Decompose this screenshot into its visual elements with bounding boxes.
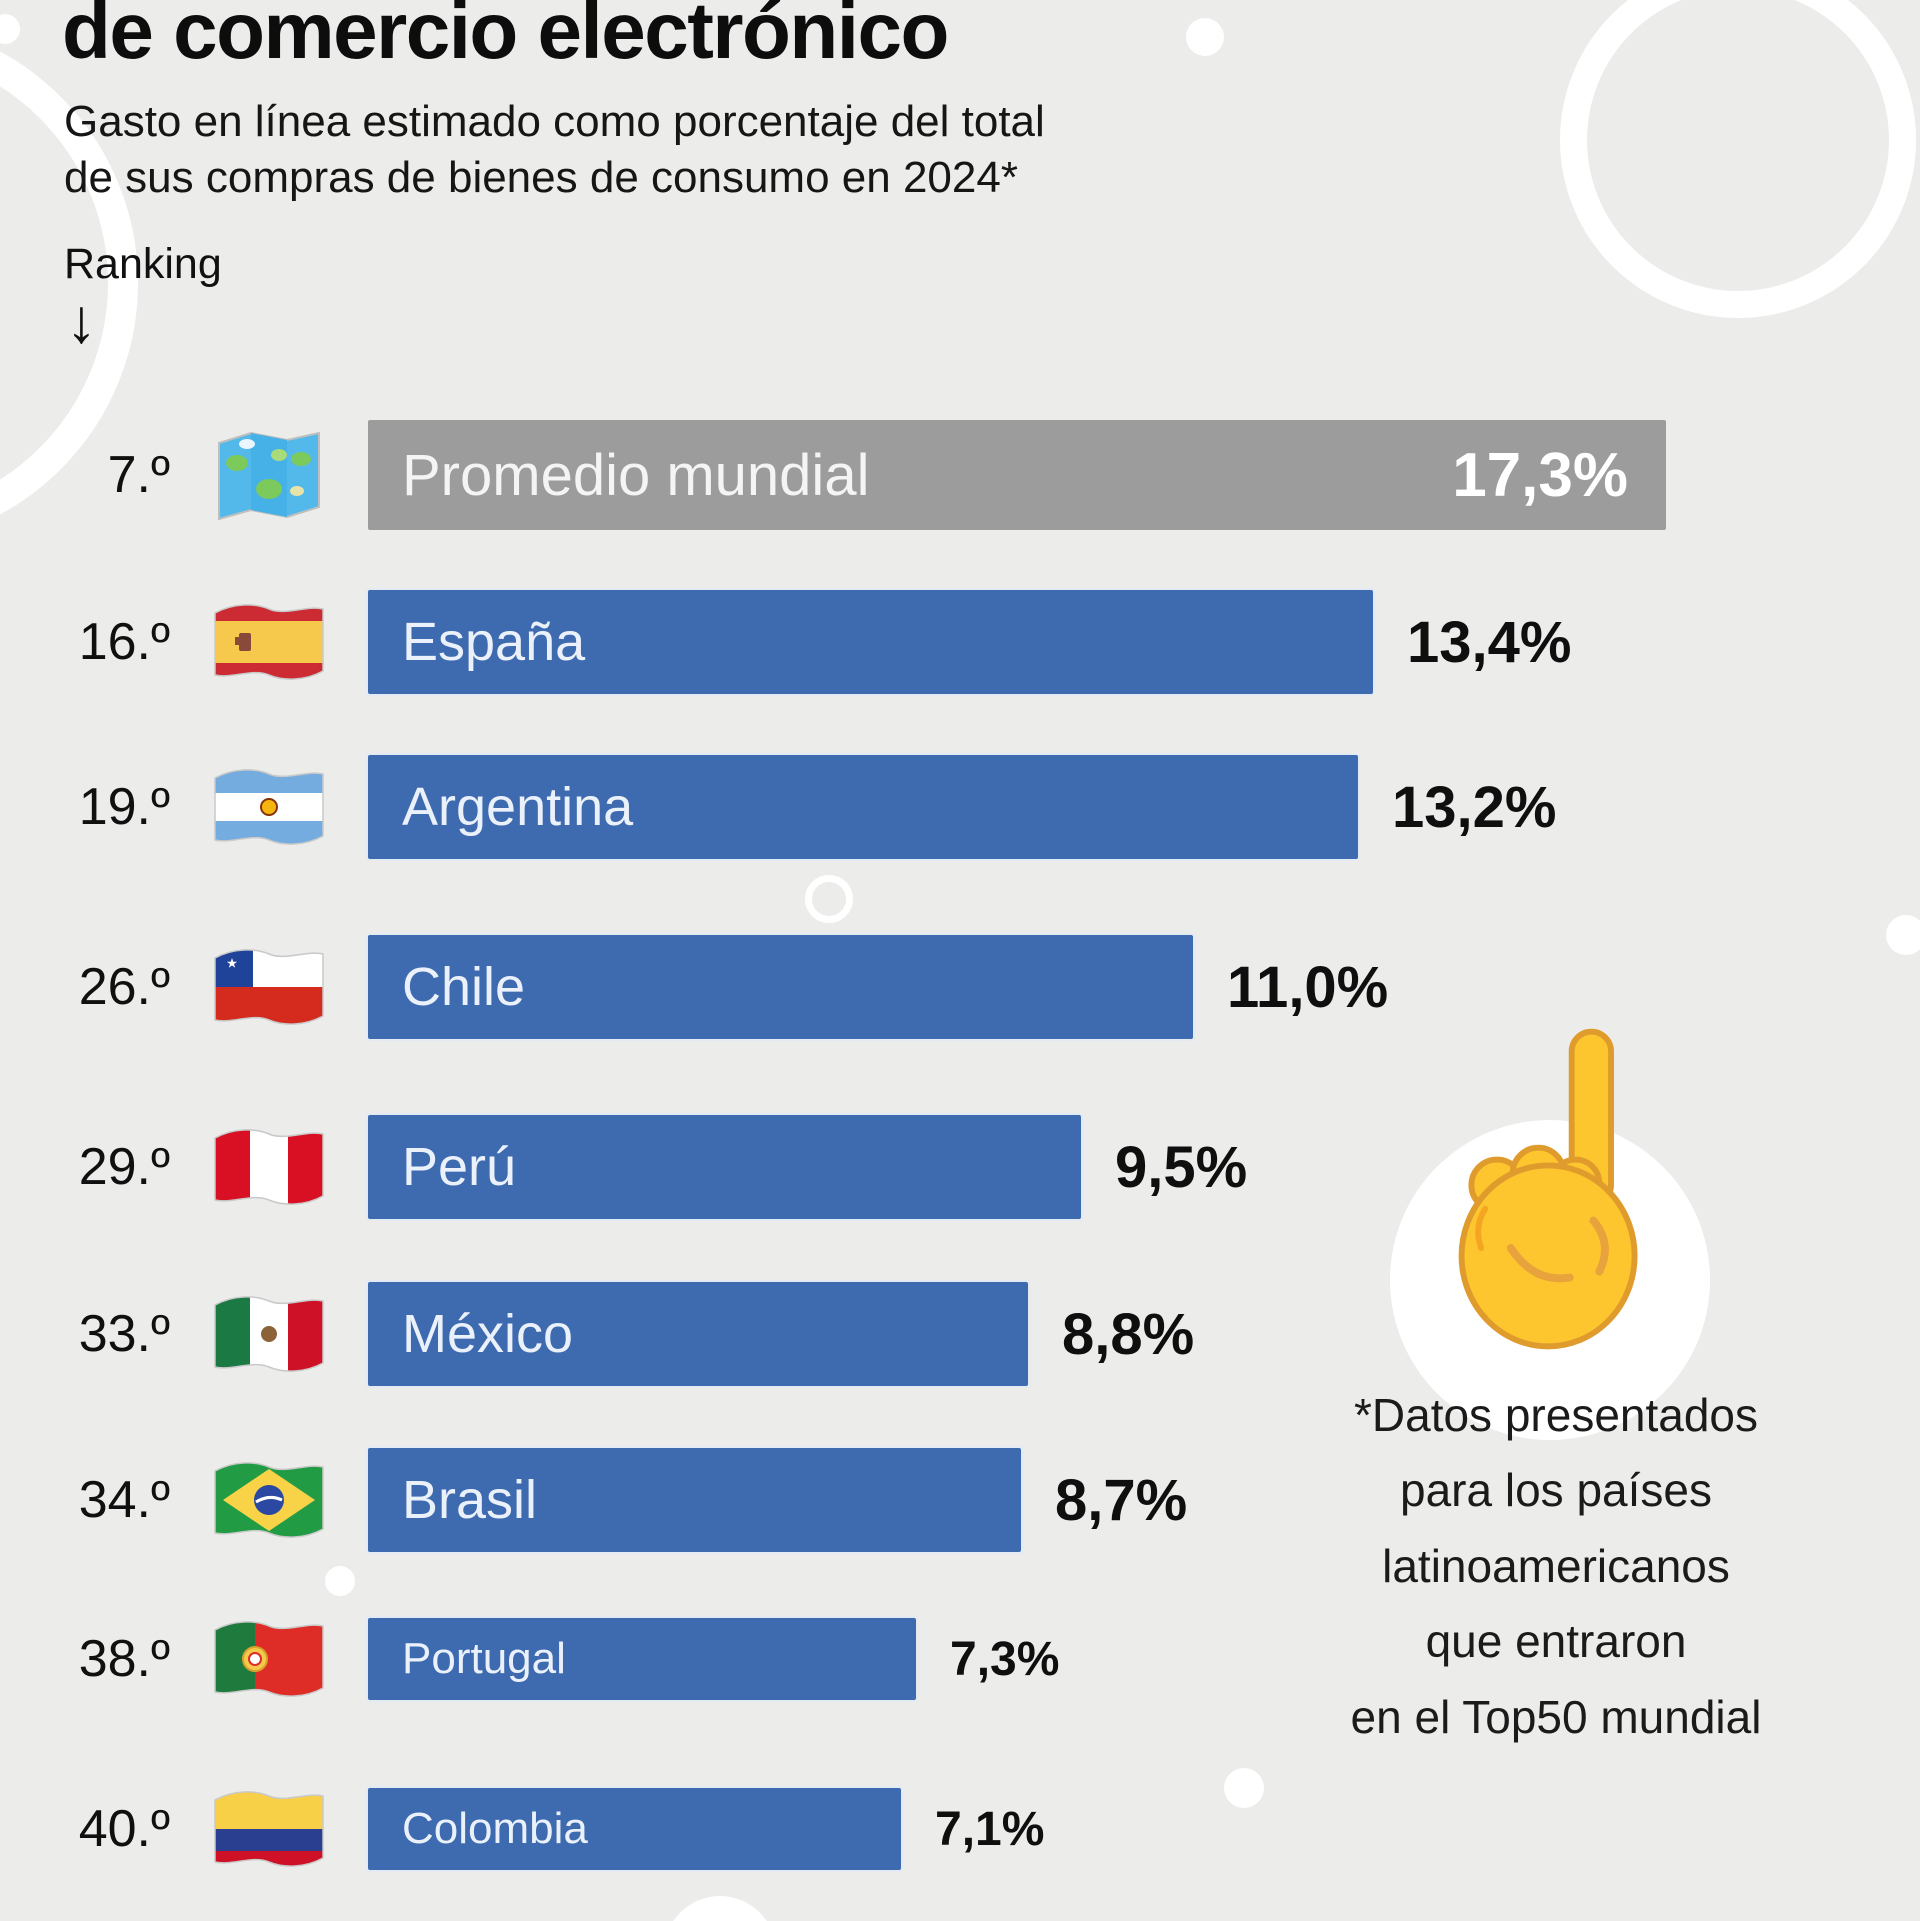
rank-label: 38.º (78, 1630, 170, 1688)
bar-track: España 13,4% (368, 590, 1920, 694)
bar-track: Portugal 7,3% (368, 1618, 1920, 1700)
bar-track: Promedio mundial 17,3% (368, 420, 1920, 530)
chart-row: 16.º España 13,4% (0, 590, 1920, 694)
decorative-dot (1186, 18, 1224, 56)
bar: Promedio mundial 17,3% (368, 420, 1666, 530)
bar: Chile (368, 935, 1193, 1039)
bar-track: Chile 11,0% (368, 935, 1920, 1039)
chart-row: 26.º Chile 11,0% (0, 935, 1920, 1039)
decorative-ring-small (805, 875, 853, 923)
rank-label: 26.º (78, 958, 170, 1016)
decorative-dot (0, 14, 20, 44)
mexico-icon (170, 1290, 368, 1378)
spain-icon (170, 598, 368, 686)
decorative-dot (1224, 1768, 1264, 1808)
subtitle-line-2: de sus compras de bienes de consumo en 2… (64, 152, 1018, 202)
bar-track: México 8,8% (368, 1282, 1920, 1386)
footnote-line: *Datos presentados (1353, 1389, 1759, 1441)
value-label: 13,2% (1392, 774, 1557, 840)
ranking-label: Ranking (64, 240, 222, 288)
bar-label: México (402, 1304, 574, 1364)
chart-row: 38.º Portugal 7,3% (0, 1618, 1920, 1700)
subtitle-line-1: Gasto en línea estimado como porcentaje … (64, 96, 1045, 146)
value-label: 9,5% (1115, 1134, 1248, 1200)
bar: México (368, 1282, 1028, 1386)
bar-label: España (402, 612, 586, 672)
bar-label: Perú (402, 1137, 517, 1197)
bar-label: Argentina (402, 777, 634, 837)
chart-row: 33.º México 8,8% (0, 1282, 1920, 1386)
footnote-line: latinoamericanos (1382, 1539, 1730, 1592)
chart-row: 7.º Promedio mundial 17,3% (0, 420, 1920, 530)
rank-label: 29.º (78, 1138, 170, 1196)
value-label: 8,8% (1062, 1301, 1195, 1367)
pointing-up-hand-icon (1458, 1028, 1638, 1350)
argentina-icon (170, 763, 368, 851)
down-arrow-icon: ↓ (66, 287, 97, 356)
rank-label: 33.º (78, 1305, 170, 1363)
bar-label: Brasil (402, 1470, 538, 1530)
subtitle: Gasto en línea estimado como porcentaje … (64, 94, 1045, 207)
decorative-dot (325, 1566, 355, 1596)
page-title: de comercio electrónico (62, 0, 949, 75)
bar: Perú (368, 1115, 1081, 1219)
decorative-dot (664, 1896, 776, 1921)
bar-label: Promedio mundial (402, 442, 870, 508)
footnote-line: en el Top50 mundial (1350, 1690, 1762, 1743)
footnote-line: para los países (1400, 1464, 1712, 1517)
bar-label: Colombia (402, 1804, 588, 1853)
footnote-line: que entraron (1425, 1615, 1687, 1668)
bar: Colombia (368, 1788, 901, 1870)
bar: Brasil (368, 1448, 1021, 1552)
chart-row: 34.º Brasil 8,7% (0, 1448, 1920, 1552)
bar: Portugal (368, 1618, 916, 1700)
bar-label: Portugal (402, 1634, 566, 1683)
bar-chart: 7.º Promedio mundial 17,3% 16.º España 13,4… (0, 420, 1920, 1870)
value-label: 7,3% (950, 1632, 1060, 1686)
rank-label: 16.º (78, 613, 170, 671)
value-label: 13,4% (1407, 609, 1572, 675)
value-label: 17,3% (1452, 440, 1628, 510)
bar: Argentina (368, 755, 1358, 859)
rank-label: 19.º (78, 778, 170, 836)
value-label: 7,1% (935, 1802, 1045, 1856)
portugal-icon (170, 1615, 368, 1703)
bar: España (368, 590, 1373, 694)
rank-label: 7.º (107, 446, 170, 504)
world-map-icon (170, 427, 368, 523)
rank-label: 34.º (78, 1471, 170, 1529)
decorative-ring-topright (1560, 0, 1916, 318)
chart-row: 40.º Colombia 7,1% (0, 1788, 1920, 1870)
chart-row: 19.º Argentina 13,2% (0, 755, 1920, 859)
rank-label: 40.º (78, 1800, 170, 1858)
bar-track: Brasil 8,7% (368, 1448, 1920, 1552)
ranking-heading: Ranking ↓ (64, 240, 222, 353)
bar-track: Argentina 13,2% (368, 755, 1920, 859)
chart-row: 29.º Perú 9,5% (0, 1115, 1920, 1219)
chile-icon (170, 943, 368, 1031)
bar-label: Chile (402, 957, 526, 1017)
colombia-icon (170, 1785, 368, 1873)
bar-track: Perú 9,5% (368, 1115, 1920, 1219)
value-label: 11,0% (1227, 954, 1389, 1020)
peru-icon (170, 1123, 368, 1211)
brazil-icon (170, 1456, 368, 1544)
bar-track: Colombia 7,1% (368, 1788, 1920, 1870)
decorative-dot (1886, 915, 1920, 955)
value-label: 8,7% (1055, 1467, 1188, 1533)
header: de comercio electrónico Gasto en línea e… (62, 0, 1045, 206)
footnote: *Datos presentados para los países latin… (1288, 1378, 1824, 1755)
